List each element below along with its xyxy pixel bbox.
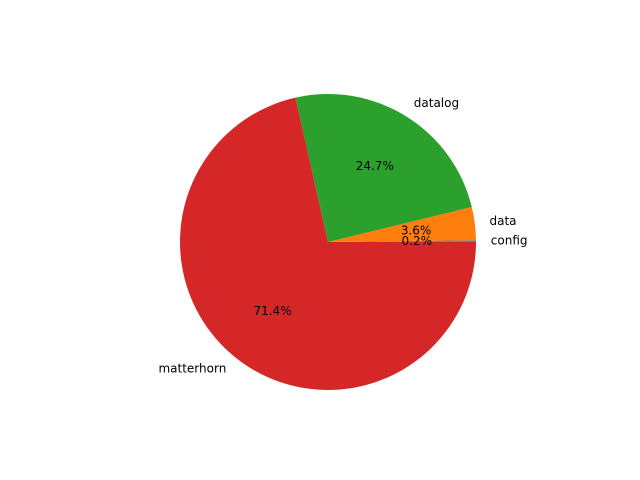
slice-label-datalog: datalog: [414, 96, 459, 110]
slice-label-config: config: [491, 233, 528, 247]
slice-pct-data: 3.6%: [401, 223, 432, 237]
slice-label-matterhorn: matterhorn: [158, 362, 226, 376]
pie-labels: config 0.2% data 3.6% datalog 24.7% matterhorn…: [158, 96, 527, 376]
slice-pct-config: 0.2%: [402, 234, 433, 248]
pie-slice-matterhorn: [180, 97, 476, 391]
slice-pct-matterhorn: 71.4%: [253, 304, 291, 318]
slice-pct-datalog: 24.7%: [356, 159, 394, 173]
pie-slice-config: [328, 240, 476, 242]
pie-slice-data: [328, 206, 476, 242]
slice-label-data: data: [490, 214, 517, 228]
pie-slice-datalog: [295, 94, 472, 242]
pie-slices: [180, 94, 476, 391]
